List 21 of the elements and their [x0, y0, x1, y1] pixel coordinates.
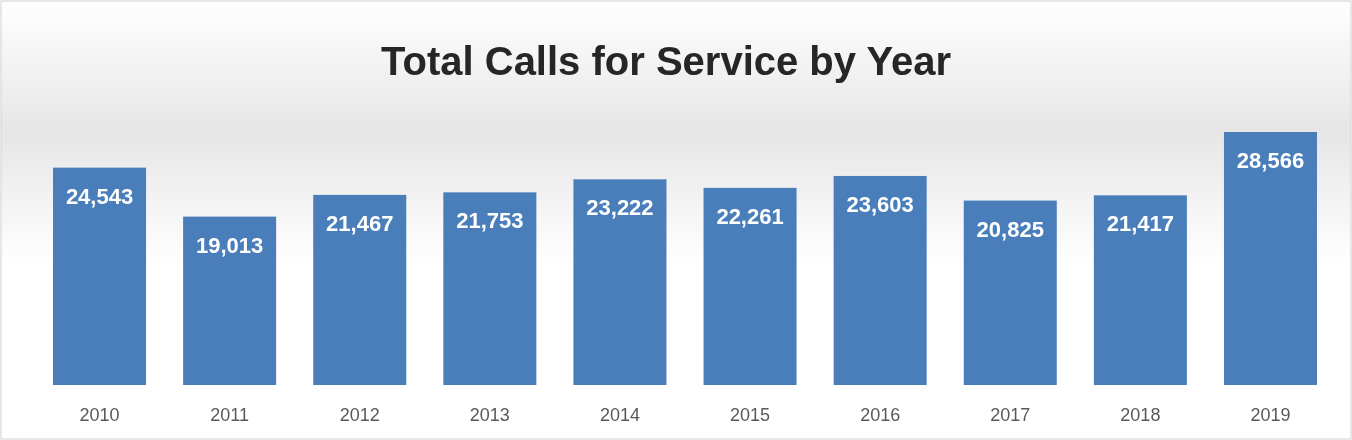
x-tick-label: 2017 — [990, 405, 1031, 425]
x-tick-label: 2010 — [79, 405, 120, 425]
chart-title: Total Calls for Service by Year — [381, 39, 951, 83]
x-tick-label: 2012 — [339, 405, 380, 425]
x-tick-label: 2013 — [469, 405, 510, 425]
x-tick-label: 2016 — [860, 405, 901, 425]
data-label: 21,753 — [456, 208, 524, 234]
data-label: 23,603 — [846, 191, 914, 217]
data-label: 22,261 — [716, 203, 784, 229]
data-label: 20,825 — [976, 216, 1044, 242]
data-label: 19,013 — [195, 232, 264, 258]
x-tick-label: 2011 — [210, 405, 249, 425]
data-label: 23,222 — [586, 195, 654, 221]
data-label: 21,467 — [326, 210, 394, 236]
x-tick-label: 2018 — [1120, 405, 1161, 425]
x-tick-label: 2015 — [730, 405, 771, 425]
data-label: 21,417 — [1106, 211, 1175, 237]
x-tick-label: 2014 — [599, 405, 640, 425]
data-label: 24,543 — [65, 183, 134, 209]
data-label: 28,566 — [1236, 148, 1305, 173]
x-tick-label: 2019 — [1250, 405, 1291, 425]
